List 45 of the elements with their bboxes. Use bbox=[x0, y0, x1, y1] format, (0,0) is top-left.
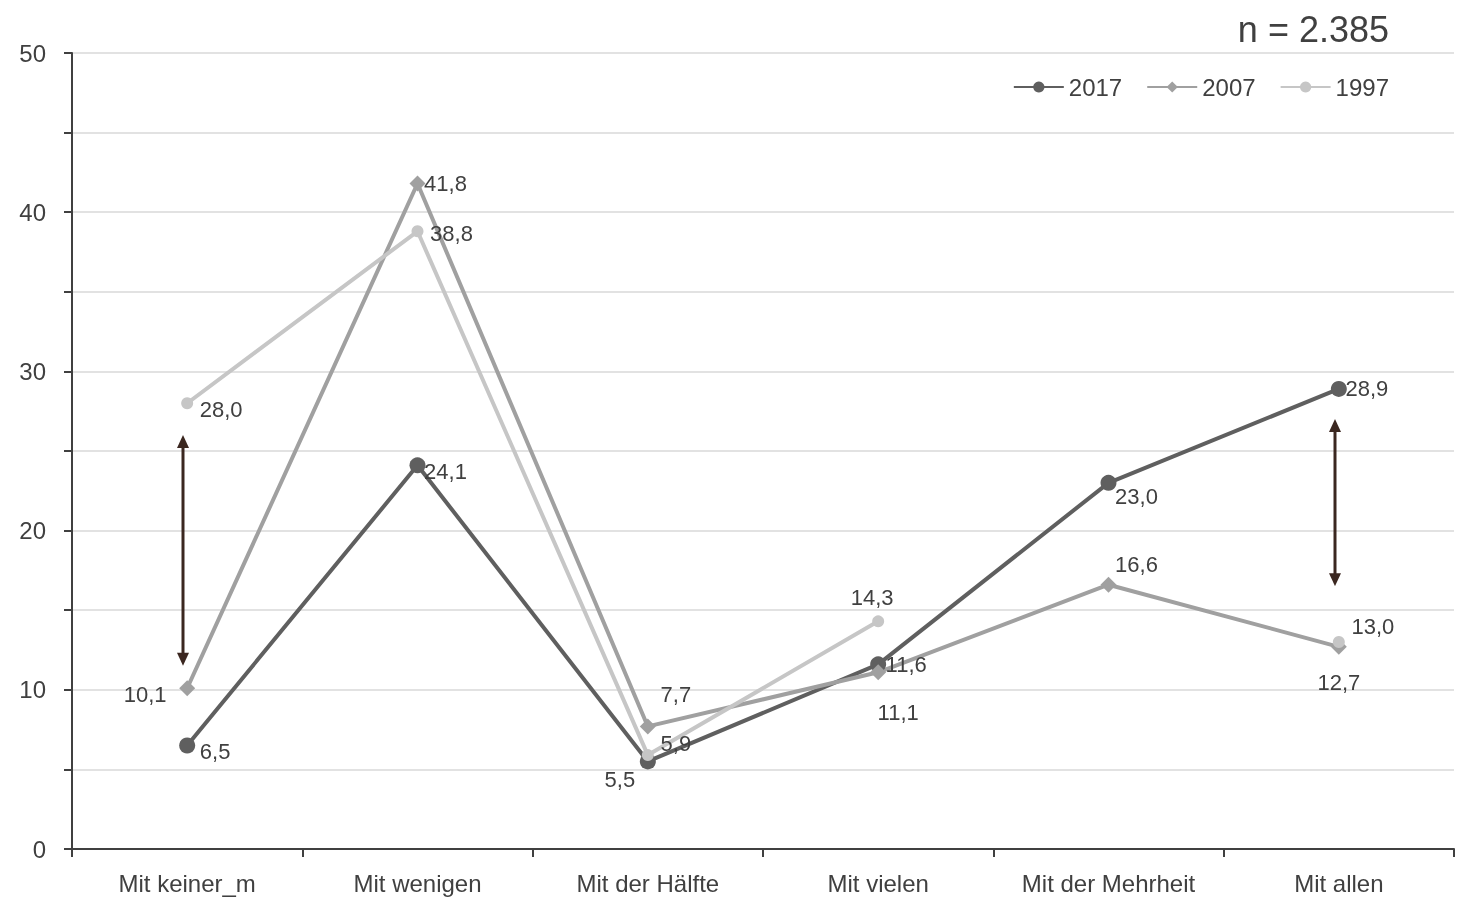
x-tick-label: Mit wenigen bbox=[353, 869, 482, 897]
y-tick-label: 40 bbox=[19, 198, 46, 226]
data-label: 11,1 bbox=[877, 699, 919, 725]
y-tick-label: 10 bbox=[19, 676, 46, 704]
data-label: 7,7 bbox=[660, 681, 692, 707]
point bbox=[179, 737, 196, 754]
data-label: 5,5 bbox=[604, 766, 636, 792]
data-label: 12,7 bbox=[1317, 670, 1361, 696]
data-label: 11,6 bbox=[885, 651, 927, 677]
point bbox=[411, 225, 424, 238]
x-tick-label: Mit der Hälfte bbox=[576, 869, 720, 897]
point bbox=[1100, 576, 1117, 593]
data-label: 23,0 bbox=[1115, 484, 1158, 510]
data-label: 24,1 bbox=[424, 458, 467, 484]
point bbox=[1100, 474, 1117, 491]
legend-label: 2017 bbox=[1068, 73, 1123, 101]
point bbox=[639, 718, 656, 735]
point bbox=[181, 397, 194, 410]
data-label: 28,9 bbox=[1345, 376, 1389, 402]
y-tick-label: 50 bbox=[19, 39, 46, 67]
data-label: 14,3 bbox=[850, 584, 894, 610]
y-tick-label: 30 bbox=[19, 357, 46, 385]
y-tick-label: 0 bbox=[32, 835, 46, 863]
point bbox=[409, 457, 426, 474]
data-label: 16,6 bbox=[1115, 552, 1158, 578]
data-label: 28,0 bbox=[199, 396, 243, 422]
legend-label: 2007 bbox=[1202, 73, 1256, 101]
text: n = 2.385 bbox=[1237, 8, 1389, 50]
point bbox=[1330, 380, 1347, 397]
data-label: 6,5 bbox=[199, 739, 231, 765]
point bbox=[179, 680, 196, 697]
point bbox=[870, 664, 887, 681]
data-label: 10,1 bbox=[123, 681, 167, 707]
data-label: 13,0 bbox=[1351, 613, 1395, 639]
legend-label: 1997 bbox=[1335, 73, 1389, 101]
x-tick-label: Mit der Mehrheit bbox=[1021, 869, 1196, 897]
x-tick-label: Mit vielen bbox=[827, 869, 929, 897]
data-label: 38,8 bbox=[430, 220, 473, 246]
x-tick-label: Mit allen bbox=[1294, 869, 1384, 897]
data-label: 41,8 bbox=[424, 171, 467, 197]
point bbox=[872, 615, 885, 628]
x-tick-label: Mit keiner_m bbox=[118, 869, 256, 897]
point bbox=[1332, 636, 1345, 649]
y-tick-label: 20 bbox=[19, 517, 46, 545]
point bbox=[641, 749, 654, 762]
